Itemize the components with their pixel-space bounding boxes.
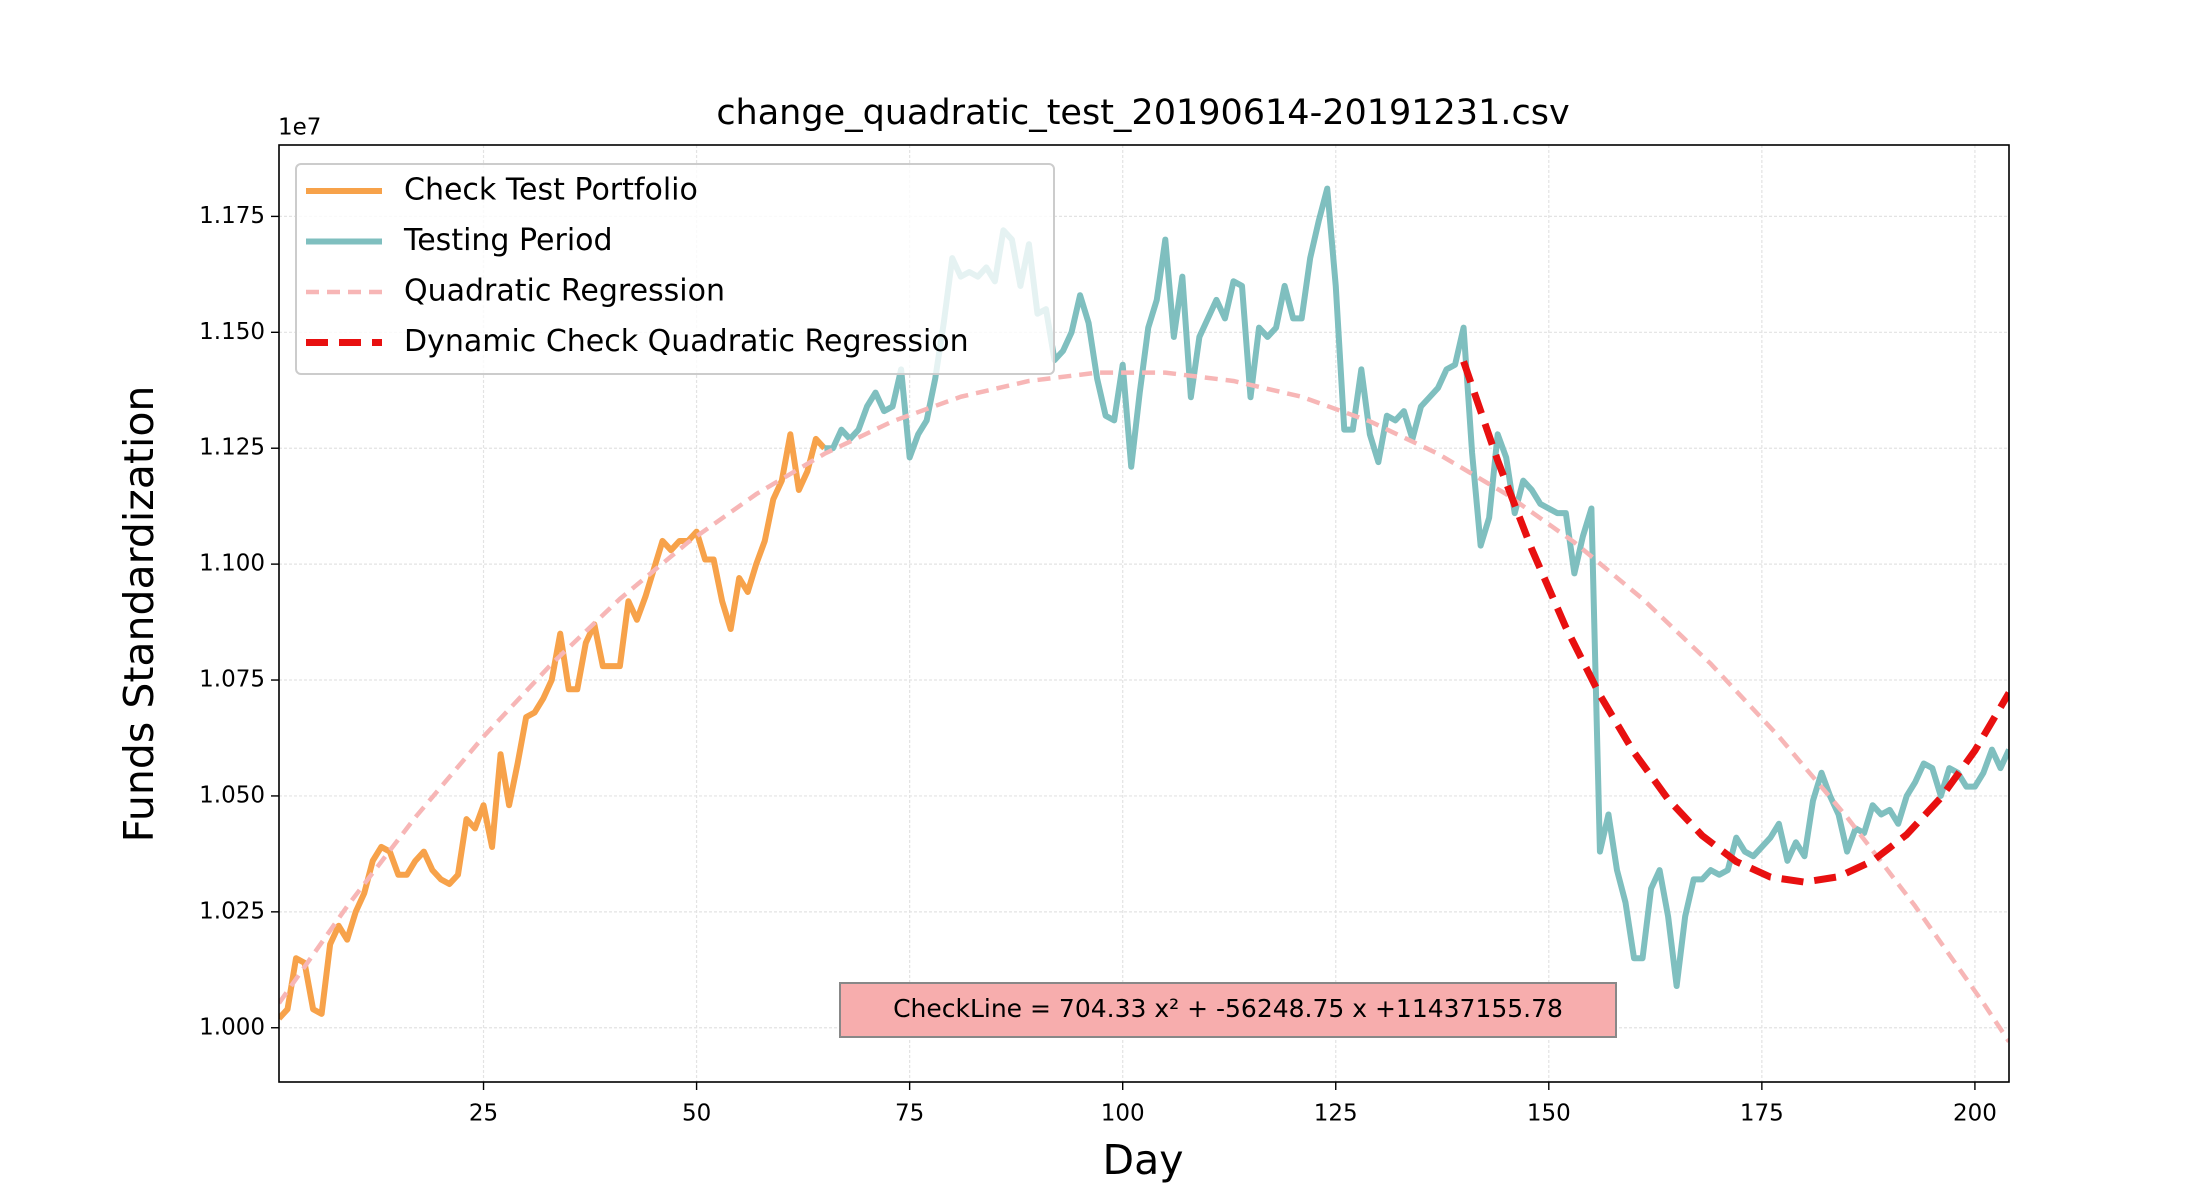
x-axis-label: Day bbox=[1103, 1136, 1184, 1184]
legend-label: Dynamic Check Quadratic Regression bbox=[404, 324, 969, 359]
legend-label: Check Test Portfolio bbox=[404, 173, 698, 208]
x-tick-label: 175 bbox=[1740, 1101, 1784, 1127]
legend-label: Testing Period bbox=[403, 223, 613, 258]
series-line bbox=[1460, 360, 2009, 886]
annotation-box bbox=[839, 982, 1617, 1038]
x-tick-label: 75 bbox=[895, 1101, 924, 1127]
x-tick-label: 100 bbox=[1101, 1101, 1145, 1127]
series-line bbox=[279, 431, 827, 1021]
axes-frame bbox=[278, 144, 2010, 1083]
x-tick-label: 50 bbox=[682, 1101, 711, 1127]
y-tick-label: 1.175 bbox=[199, 203, 265, 229]
y-tick-label: 1.100 bbox=[199, 551, 265, 577]
y-tick-label: 1.050 bbox=[199, 782, 265, 808]
chart-title: change_quadratic_test_20190614-20191231.… bbox=[716, 93, 1569, 133]
x-tick-label: 125 bbox=[1314, 1101, 1358, 1127]
legend: Check Test Portfolio Testing Period Quadra… bbox=[295, 163, 1055, 375]
y-tick-label: 1.150 bbox=[199, 319, 265, 345]
x-tick-label: 200 bbox=[1953, 1101, 1997, 1127]
y-tick-label: 1.075 bbox=[199, 667, 265, 693]
x-tick-label: 150 bbox=[1527, 1101, 1571, 1127]
y-axis-label: Funds Standardization bbox=[115, 386, 163, 843]
y-tick-label: 1.125 bbox=[199, 435, 265, 461]
y-tick-label: 1.000 bbox=[199, 1014, 265, 1040]
legend-box bbox=[295, 163, 1055, 375]
annotation-text: CheckLine = 704.33 x² + -56248.75 x +114… bbox=[893, 994, 1563, 1023]
series-line bbox=[279, 370, 2009, 1043]
annotation: CheckLine = 704.33 x² + -56248.75 x +114… bbox=[839, 982, 1617, 1038]
legend-label: Quadratic Regression bbox=[404, 274, 725, 309]
y-offset-label: 1e7 bbox=[278, 115, 321, 141]
ticks: 25 50 75 100 125 150 175 200 1.000 1.025 1.050 1.07… bbox=[199, 203, 1997, 1127]
x-tick-label: 25 bbox=[469, 1101, 498, 1127]
y-tick-label: 1.025 bbox=[199, 898, 265, 924]
